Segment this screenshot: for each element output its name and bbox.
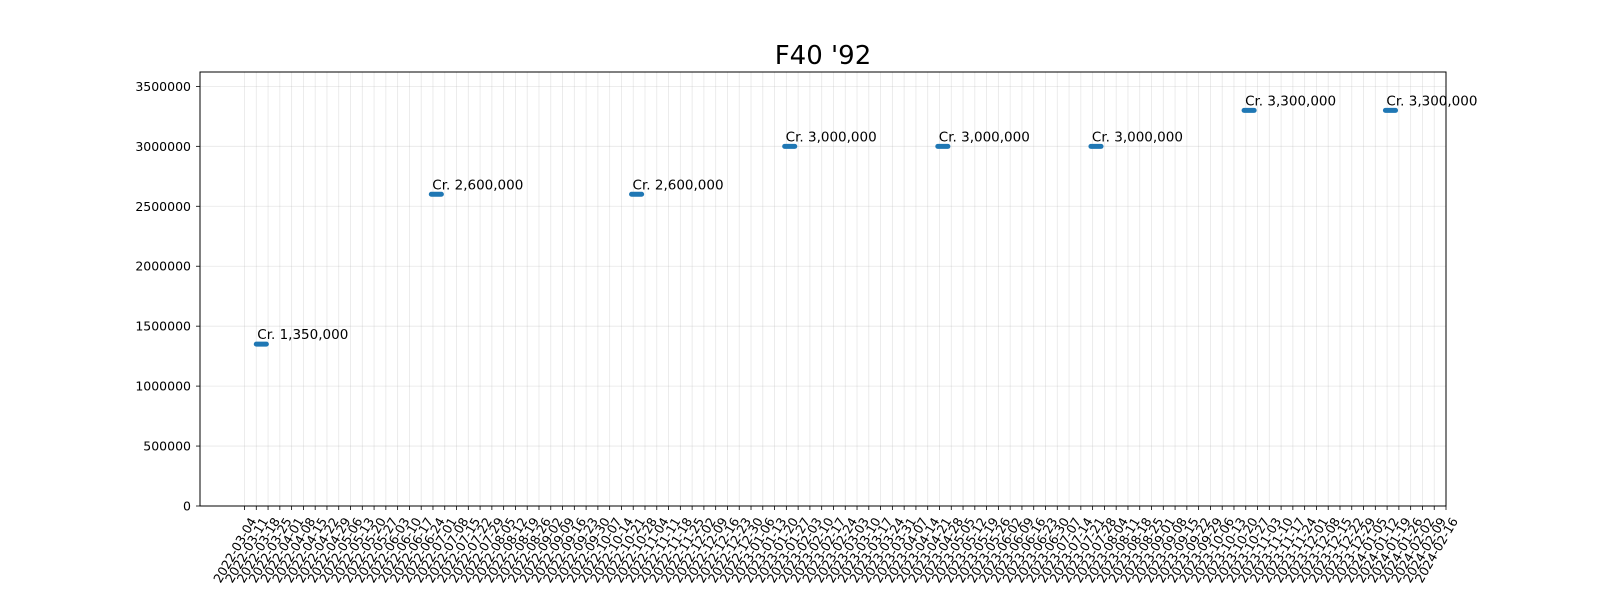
price-label: Cr. 3,300,000 — [1386, 93, 1477, 109]
data-labels: Cr. 1,350,000 Cr. 2,600,000 Cr. 2,600,000 C… — [257, 93, 1477, 343]
price-label: Cr. 3,000,000 — [1092, 129, 1183, 145]
y-tick-label: 1000000 — [135, 379, 191, 394]
price-label: Cr. 3,000,000 — [939, 129, 1030, 145]
price-label: Cr. 1,350,000 — [257, 327, 348, 343]
price-label: Cr. 3,300,000 — [1245, 93, 1336, 109]
y-tick-label: 0 — [183, 499, 191, 514]
price-label: Cr. 2,600,000 — [633, 177, 724, 193]
y-tick-label: 3000000 — [135, 139, 191, 154]
y-tick-label: 500000 — [143, 439, 191, 454]
y-tick-label: 1500000 — [135, 319, 191, 334]
price-label: Cr. 2,600,000 — [432, 177, 523, 193]
price-series — [253, 107, 1399, 347]
y-tick-label: 2500000 — [135, 199, 191, 214]
y-axis: 0 500000 1000000 1500000 2000000 2500000 30000… — [135, 79, 200, 514]
x-axis: 2022-03-042022-03-112022-03-182022-03-25… — [210, 506, 1461, 585]
plot-frame — [199, 71, 1447, 507]
chart-title: F40 '92 — [775, 41, 872, 71]
y-tick-label: 3500000 — [135, 79, 191, 94]
price-label: Cr. 3,000,000 — [786, 129, 877, 145]
y-tick-label: 2000000 — [135, 259, 191, 274]
